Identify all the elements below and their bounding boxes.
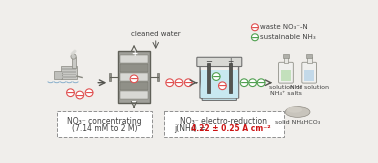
Bar xyxy=(201,70,238,98)
Bar xyxy=(306,54,312,58)
Circle shape xyxy=(166,79,174,87)
FancyBboxPatch shape xyxy=(302,62,316,83)
Circle shape xyxy=(240,79,248,87)
Text: solution of: solution of xyxy=(270,85,302,90)
Text: +: + xyxy=(131,49,137,58)
Bar xyxy=(157,74,159,81)
Bar xyxy=(120,82,148,90)
Bar xyxy=(307,57,311,63)
Text: −: − xyxy=(130,97,138,106)
Bar xyxy=(229,63,232,93)
Bar xyxy=(118,51,150,104)
Text: (7.14 mM to 2 M): (7.14 mM to 2 M) xyxy=(72,124,137,133)
Circle shape xyxy=(67,89,74,96)
FancyBboxPatch shape xyxy=(164,111,284,137)
Text: j(NH₃) =: j(NH₃) = xyxy=(174,124,208,133)
Text: −: − xyxy=(212,72,221,82)
Text: −: − xyxy=(129,74,139,84)
Bar xyxy=(120,73,148,81)
Text: −: − xyxy=(84,88,94,98)
Text: NO₃⁻ electro-reduction: NO₃⁻ electro-reduction xyxy=(180,117,268,126)
Text: −: − xyxy=(218,81,227,91)
Text: NO₃⁻ concentrating: NO₃⁻ concentrating xyxy=(67,117,142,126)
Circle shape xyxy=(73,50,76,53)
Circle shape xyxy=(184,79,192,87)
Text: −: − xyxy=(248,78,257,88)
Text: sustainable NH₃: sustainable NH₃ xyxy=(260,34,316,40)
Bar xyxy=(71,57,76,68)
Text: −: − xyxy=(184,78,193,88)
Bar xyxy=(62,68,76,70)
Text: −: − xyxy=(256,78,266,88)
Text: −: − xyxy=(251,23,259,33)
Text: −: − xyxy=(174,78,184,88)
Text: −: − xyxy=(239,78,249,88)
Bar xyxy=(284,57,288,63)
Bar xyxy=(62,74,76,75)
Text: NH₄⁺ salts: NH₄⁺ salts xyxy=(270,91,302,96)
Circle shape xyxy=(71,52,74,56)
Text: cleaned water: cleaned water xyxy=(131,30,181,37)
FancyBboxPatch shape xyxy=(279,62,293,83)
Text: −: − xyxy=(165,78,174,88)
Circle shape xyxy=(72,51,75,54)
Circle shape xyxy=(218,82,226,90)
Bar xyxy=(207,63,210,93)
Ellipse shape xyxy=(285,107,310,117)
Polygon shape xyxy=(200,64,239,100)
Text: waste NO₃⁻-N: waste NO₃⁻-N xyxy=(260,24,308,30)
Circle shape xyxy=(251,34,259,41)
Circle shape xyxy=(76,91,84,99)
Circle shape xyxy=(85,89,93,96)
Circle shape xyxy=(130,75,138,83)
Text: +: + xyxy=(227,57,233,66)
Bar xyxy=(109,74,111,81)
Bar xyxy=(120,55,148,63)
Bar xyxy=(304,70,314,81)
Bar xyxy=(54,71,62,79)
Text: −: − xyxy=(75,90,85,100)
Bar xyxy=(61,66,77,79)
Text: −: − xyxy=(251,33,259,43)
Text: −: − xyxy=(205,57,212,66)
FancyBboxPatch shape xyxy=(57,111,152,137)
Text: solid NH₄HCO₃: solid NH₄HCO₃ xyxy=(275,120,320,125)
Circle shape xyxy=(212,73,220,80)
Circle shape xyxy=(71,54,76,59)
Text: −: − xyxy=(66,88,75,98)
FancyBboxPatch shape xyxy=(197,57,242,67)
Bar xyxy=(283,54,289,58)
Bar xyxy=(120,91,148,99)
Text: NH₃ solution: NH₃ solution xyxy=(290,85,329,90)
Ellipse shape xyxy=(287,107,302,113)
Circle shape xyxy=(257,79,265,87)
Circle shape xyxy=(175,79,183,87)
Bar xyxy=(62,71,76,73)
Text: 4.22 ± 0.25 A cm⁻²: 4.22 ± 0.25 A cm⁻² xyxy=(191,124,271,133)
Bar xyxy=(120,64,148,72)
Bar xyxy=(62,76,76,78)
Circle shape xyxy=(251,24,259,31)
Bar xyxy=(281,70,291,81)
Circle shape xyxy=(249,79,257,87)
